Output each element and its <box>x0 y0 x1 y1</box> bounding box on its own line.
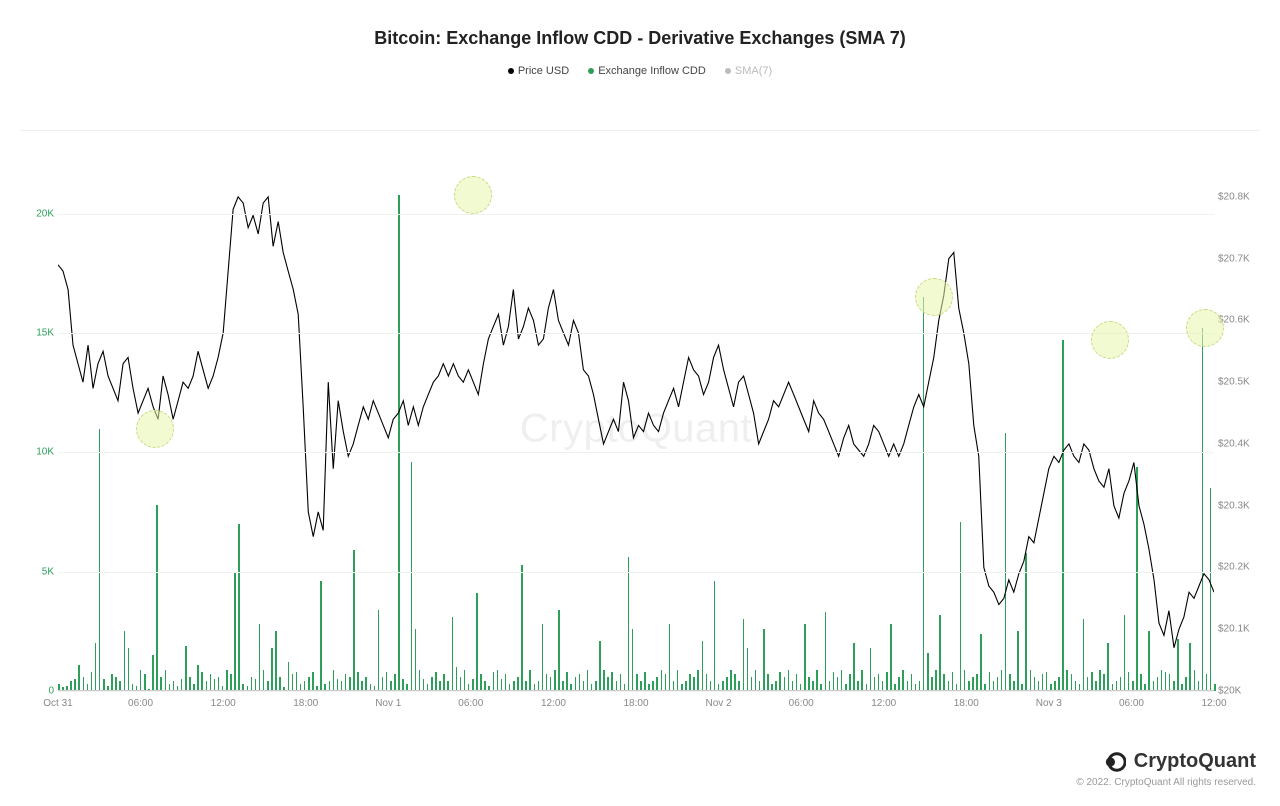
y-right-tick: $20.2K <box>1218 562 1258 573</box>
highlight-circle <box>454 176 492 214</box>
highlight-circle <box>136 410 174 448</box>
x-tick: 12:00 <box>211 698 236 709</box>
chart-area: CryptoQuant 05K10K15K20K$20K$20.1K$20.2K… <box>20 130 1260 716</box>
legend-sma: SMA(7) <box>725 65 772 77</box>
legend: Price USD Exchange Inflow CDD SMA(7) <box>0 65 1280 77</box>
x-tick: 06:00 <box>789 698 814 709</box>
y-right-tick: $20.7K <box>1218 253 1258 264</box>
gridline <box>58 572 1214 573</box>
gridline <box>58 452 1214 453</box>
highlight-circle <box>1186 309 1224 347</box>
y-right-tick: $20.1K <box>1218 624 1258 635</box>
x-tick: 06:00 <box>128 698 153 709</box>
x-tick: 06:00 <box>1119 698 1144 709</box>
gridline <box>58 691 1214 692</box>
cryptoquant-icon <box>1104 751 1126 773</box>
x-tick: 12:00 <box>871 698 896 709</box>
x-tick: 18:00 <box>293 698 318 709</box>
y-right-tick: $20.6K <box>1218 315 1258 326</box>
x-tick: Nov 2 <box>705 698 731 709</box>
y-left-tick: 5K <box>24 566 54 577</box>
x-tick: Nov 3 <box>1036 698 1062 709</box>
x-tick: 06:00 <box>458 698 483 709</box>
legend-inflow-dot <box>588 68 594 74</box>
legend-sma-dot <box>725 68 731 74</box>
highlight-circle <box>915 278 953 316</box>
legend-sma-label: SMA(7) <box>735 65 772 77</box>
plot-area: CryptoQuant 05K10K15K20K$20K$20.1K$20.2K… <box>58 166 1214 691</box>
chart-title: Bitcoin: Exchange Inflow CDD - Derivativ… <box>0 0 1280 49</box>
brand-text: CryptoQuant <box>1134 750 1256 773</box>
y-left-tick: 20K <box>24 208 54 219</box>
copyright: © 2022. CryptoQuant All rights reserved. <box>1076 777 1256 788</box>
x-tick: 12:00 <box>1201 698 1226 709</box>
highlight-circle <box>1091 321 1129 359</box>
gridline <box>58 214 1214 215</box>
y-right-tick: $20.8K <box>1218 191 1258 202</box>
y-right-tick: $20K <box>1218 686 1258 697</box>
y-right-tick: $20.5K <box>1218 377 1258 388</box>
x-tick: 18:00 <box>954 698 979 709</box>
y-left-tick: 15K <box>24 328 54 339</box>
price-line <box>58 166 1214 691</box>
gridline <box>58 333 1214 334</box>
x-tick: Nov 1 <box>375 698 401 709</box>
y-left-tick: 0 <box>24 686 54 697</box>
y-right-tick: $20.4K <box>1218 438 1258 449</box>
x-tick: 18:00 <box>623 698 648 709</box>
legend-inflow: Exchange Inflow CDD <box>588 65 706 77</box>
legend-inflow-label: Exchange Inflow CDD <box>598 65 706 77</box>
x-tick: 12:00 <box>541 698 566 709</box>
footer: CryptoQuant © 2022. CryptoQuant All righ… <box>1076 750 1256 788</box>
bar <box>1214 684 1216 691</box>
y-right-tick: $20.3K <box>1218 500 1258 511</box>
legend-price-label: Price USD <box>518 65 569 77</box>
x-tick: Oct 31 <box>43 698 72 709</box>
legend-price-dot <box>508 68 514 74</box>
price-path <box>58 197 1214 648</box>
y-left-tick: 10K <box>24 447 54 458</box>
legend-price: Price USD <box>508 65 569 77</box>
brand-logo: CryptoQuant <box>1076 750 1256 773</box>
